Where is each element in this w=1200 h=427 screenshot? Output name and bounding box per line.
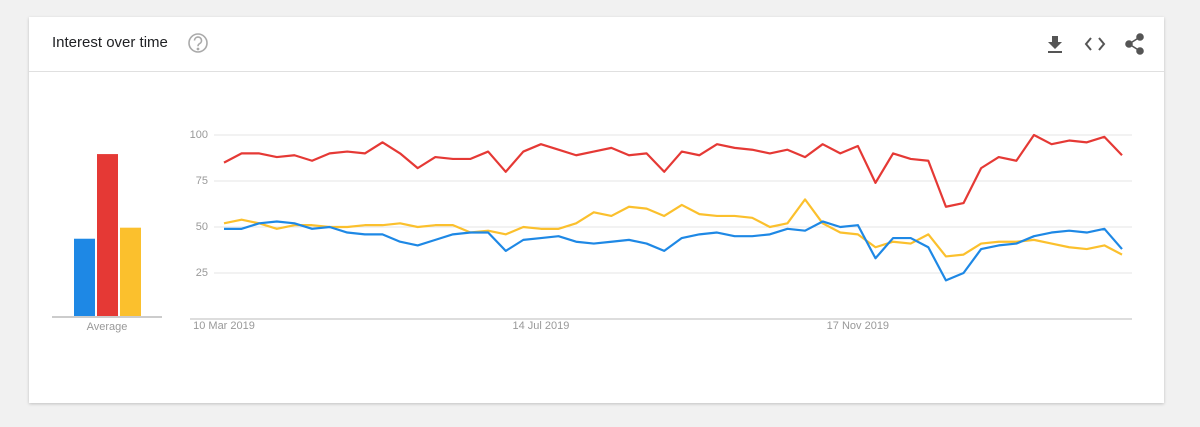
y-tick-label: 100 [190, 129, 208, 141]
x-tick-label: 17 Nov 2019 [827, 320, 889, 332]
y-tick-label: 25 [196, 267, 208, 279]
help-icon[interactable] [188, 33, 208, 53]
trend-line [223, 198, 1123, 258]
download-icon[interactable] [1048, 36, 1062, 53]
x-tick-label: 14 Jul 2019 [512, 320, 569, 332]
x-tick-label: 10 Mar 2019 [193, 320, 255, 332]
trend-line [223, 133, 1123, 208]
widget-title: Interest over time [52, 34, 168, 51]
average-bar [74, 238, 95, 316]
average-label: Average [87, 321, 128, 333]
average-bar [120, 227, 141, 316]
y-tick-label: 75 [196, 175, 208, 187]
trend-line [224, 220, 1123, 282]
y-tick-label: 50 [196, 221, 208, 233]
share-icon[interactable] [1125, 33, 1144, 55]
header-divider [29, 71, 1164, 72]
widget-card: Interest over time [29, 17, 1164, 403]
average-bar [97, 154, 118, 316]
embed-icon[interactable] [1084, 37, 1106, 51]
